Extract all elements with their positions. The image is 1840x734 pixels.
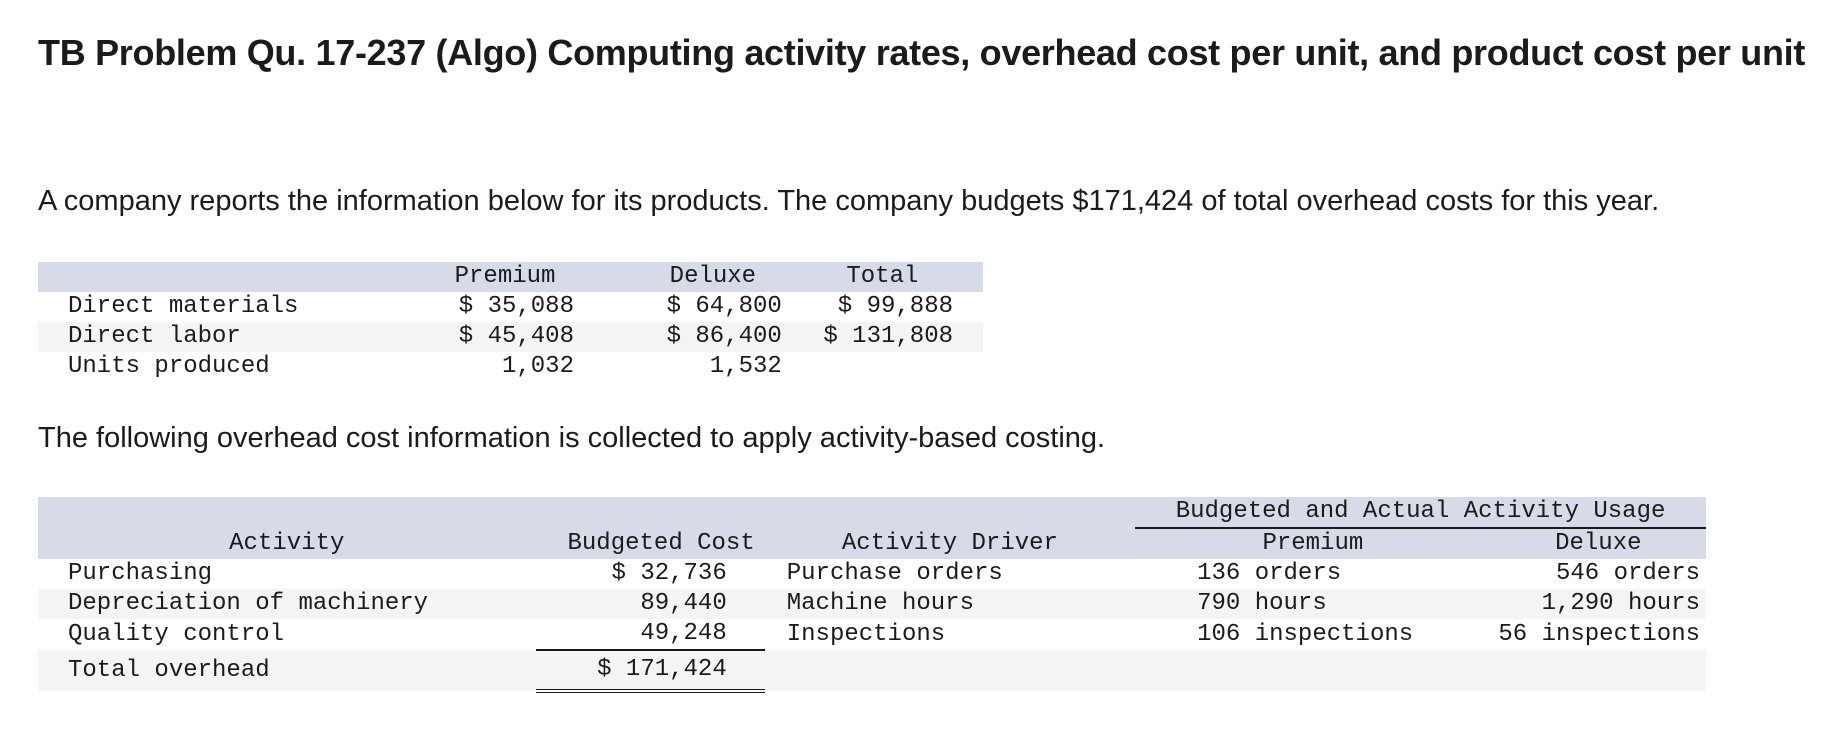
- budgeted-cost: $ 32,736: [536, 559, 765, 589]
- premium-value: $ 45,408: [458, 323, 574, 350]
- activity-name: Depreciation of machinery: [68, 590, 429, 617]
- budgeted-cost-value: 89,440: [640, 590, 727, 617]
- page-title: TB Problem Qu. 17-237 (Algo) Computing a…: [38, 32, 1806, 73]
- product-table: Premium Deluxe Total Direct materials $ …: [38, 262, 983, 382]
- table-row: Purchasing $ 32,736 Purchase orders 136 …: [38, 559, 1706, 589]
- header-premium: Premium: [454, 263, 556, 290]
- total-value: $ 99,888: [837, 293, 953, 320]
- activity-table: Budgeted and Actual Activity Usage Activ…: [38, 497, 1706, 693]
- premium-usage: 106 inspections: [1197, 620, 1414, 648]
- header-activity: Activity: [229, 529, 345, 557]
- total-row: Total overhead $ 171,424: [38, 650, 1706, 693]
- deluxe-usage: 56 inspections: [1498, 620, 1700, 648]
- deluxe-value: 1,532: [709, 353, 782, 380]
- total-label: Total overhead: [68, 656, 270, 684]
- budgeted-cost: 49,248: [535, 619, 765, 651]
- activity-driver: Machine hours: [786, 590, 974, 617]
- total-value: $ 131,808: [823, 323, 953, 350]
- table-row: Direct materials $ 35,088 $ 64,800 $ 99,…: [38, 292, 983, 322]
- row-label: Units produced: [68, 353, 270, 380]
- premium-value: 1,032: [501, 353, 574, 380]
- intro-text: A company reports the information below …: [38, 185, 1660, 217]
- overhead-intro-text: The following overhead cost information …: [38, 422, 1106, 454]
- group-header: Budgeted and Actual Activity Usage: [1135, 497, 1706, 529]
- table-row: Quality control 49,248 Inspections 106 i…: [38, 619, 1706, 651]
- activity-name: Purchasing: [68, 560, 213, 587]
- header-activity-driver: Activity Driver: [841, 529, 1058, 557]
- total-value: [782, 352, 983, 382]
- deluxe-value: $ 64,800: [666, 293, 782, 320]
- deluxe-usage: 1,290 hours: [1541, 590, 1700, 617]
- header-deluxe: Deluxe: [1555, 530, 1642, 557]
- header-deluxe: Deluxe: [669, 263, 757, 290]
- premium-usage: 136 orders: [1197, 560, 1342, 587]
- header-budgeted-cost: Budgeted Cost: [567, 529, 755, 557]
- table-row: Depreciation of machinery 89,440 Machine…: [38, 589, 1706, 619]
- row-label: Direct materials: [68, 293, 299, 320]
- activity-table-group-row: Budgeted and Actual Activity Usage: [38, 497, 1706, 529]
- budgeted-cost-value: $ 32,736: [611, 560, 727, 587]
- budgeted-cost-value: 49,248: [640, 620, 727, 647]
- budgeted-cost: 89,440: [536, 589, 765, 619]
- premium-usage: 790 hours: [1197, 590, 1327, 617]
- premium-value: $ 35,088: [458, 293, 574, 320]
- row-label: Direct labor: [68, 323, 241, 350]
- product-table-header: Premium Deluxe Total: [38, 262, 983, 292]
- header-total: Total: [846, 263, 919, 290]
- table-row: Direct labor $ 45,408 $ 86,400 $ 131,808: [38, 322, 983, 352]
- deluxe-value: $ 86,400: [666, 323, 782, 350]
- activity-table-header: Activity Budgeted Cost Activity Driver P…: [38, 528, 1706, 559]
- table-row: Units produced 1,032 1,532: [38, 352, 983, 382]
- total-cost-value: $ 171,424: [597, 656, 727, 683]
- header-blank: [38, 262, 376, 292]
- header-premium: Premium: [1262, 530, 1364, 557]
- total-cost: $ 171,424: [535, 650, 765, 693]
- activity-driver: Purchase orders: [786, 560, 1003, 587]
- deluxe-usage: 546 orders: [1555, 560, 1700, 587]
- activity-name: Quality control: [68, 620, 285, 648]
- activity-driver: Inspections: [786, 620, 946, 648]
